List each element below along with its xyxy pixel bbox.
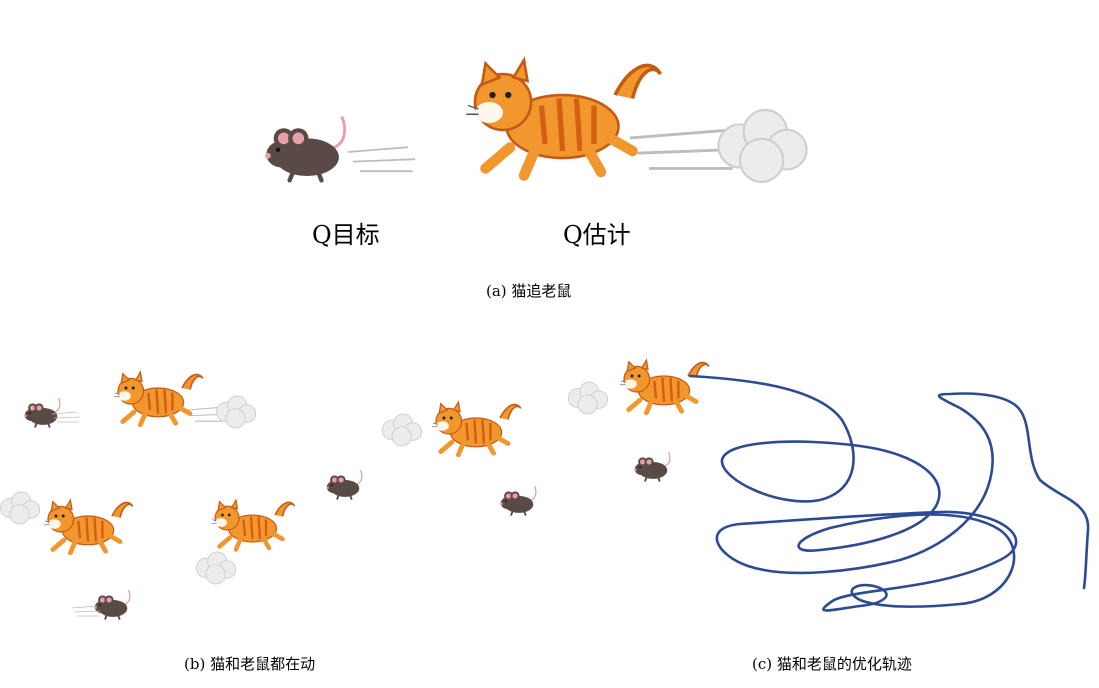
dust-cloud-icon (567, 381, 609, 415)
caption-c: (c) 猫和老鼠的优化轨迹 (752, 655, 912, 673)
cat-icon (620, 360, 709, 413)
cat-icon (211, 500, 294, 550)
dust-cloud-icon (381, 413, 423, 447)
dust-cloud-icon (717, 108, 808, 184)
cat-icon (114, 372, 203, 425)
mouse-icon (23, 397, 61, 428)
panel-c: (c) 猫和老鼠的优化轨迹 (567, 360, 1090, 673)
q-target-label: Q目标 (312, 221, 380, 249)
q-estimate-label: Q估计 (563, 221, 631, 249)
caption-a: (a) 猫追老鼠 (486, 282, 571, 300)
dust-cloud-icon (195, 551, 237, 585)
dust-cloud-icon (0, 491, 41, 525)
mouse-icon (93, 589, 131, 620)
cat-icon (432, 402, 521, 455)
dust-cloud-icon (215, 395, 257, 429)
mouse-icon (633, 451, 671, 482)
trajectory-path (688, 374, 1090, 612)
mouse-icon (265, 117, 345, 181)
caption-b: (b) 猫和老鼠都在动 (184, 655, 315, 673)
mouse-icon (325, 469, 363, 500)
speed-lines (347, 146, 417, 173)
panel-b: (b) 猫和老鼠都在动 (0, 372, 537, 673)
cat-icon (44, 500, 133, 553)
mouse-icon (499, 485, 537, 516)
cat-icon (466, 60, 660, 176)
panel-a: Q目标 Q估计 (a) 猫追老鼠 (265, 60, 808, 300)
